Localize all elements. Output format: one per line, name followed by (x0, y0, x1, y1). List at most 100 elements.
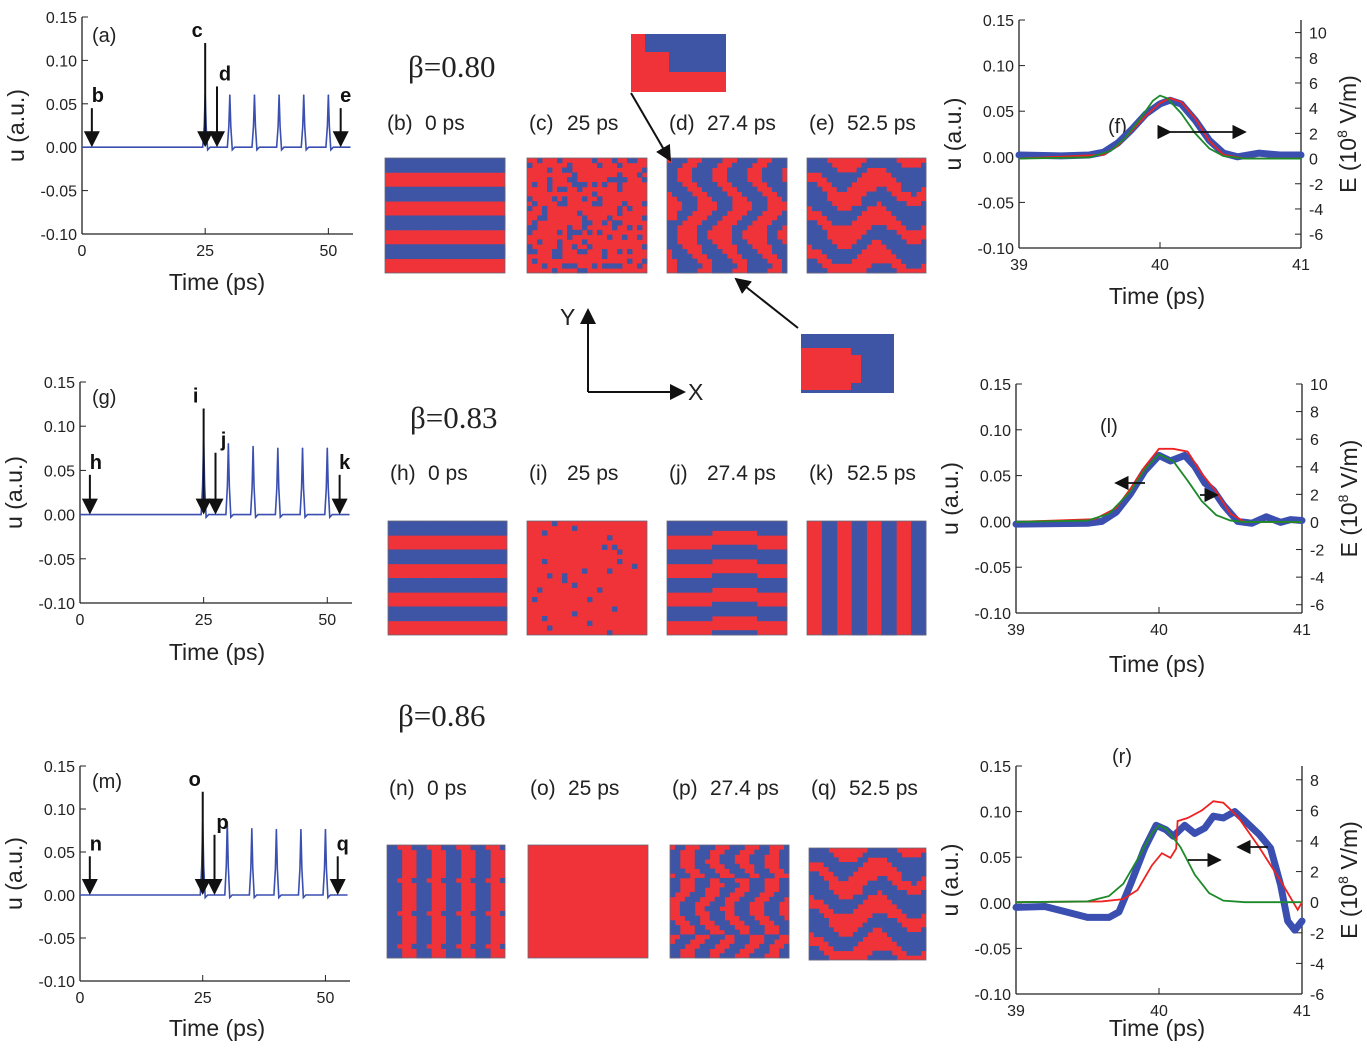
spin-down-cell (390, 220, 396, 226)
x-axis-label: Time (ps) (1109, 1015, 1205, 1041)
spin-down-cell (921, 215, 927, 221)
spin-down-cell (674, 939, 681, 945)
spin-down-cell (465, 196, 471, 202)
spin-down-cell (402, 530, 409, 536)
spin-down-cell (747, 244, 753, 250)
spin-down-cell (420, 225, 426, 231)
spin-down-cell (739, 910, 745, 917)
spin-down-cell (452, 578, 458, 584)
spin-down-cell (749, 877, 755, 884)
spin-down-cell (490, 244, 496, 250)
spin-down-cell (717, 525, 723, 531)
spin-down-cell (818, 955, 825, 961)
spin-down-cell (901, 899, 907, 905)
spin-down-cell (747, 249, 753, 255)
spin-down-cell (872, 955, 878, 961)
spin-down-cell (891, 167, 897, 173)
spin-down-cell (437, 559, 443, 565)
spin-down-cell (838, 899, 844, 905)
spin-down-cell (679, 873, 686, 879)
spin-down-cell (739, 901, 745, 907)
spin-down-cell (867, 922, 873, 928)
peak-point (226, 821, 229, 823)
spin-down-cell (537, 158, 543, 164)
spin-down-cell (774, 915, 780, 921)
spin-down-cell (480, 215, 486, 221)
spin-down-cell (684, 915, 691, 921)
spin-down-cell (836, 210, 843, 216)
spin-down-cell (455, 849, 462, 855)
spin-down-cell (672, 225, 678, 231)
spin-down-cell (881, 229, 887, 236)
spin-down-cell (485, 162, 491, 168)
spin-down-cell (699, 854, 706, 860)
spin-down-cell (747, 215, 753, 221)
spin-down-cell (707, 253, 713, 260)
spin-down-cell (749, 854, 755, 860)
spin-down-cell (422, 549, 429, 555)
marker-label-q: q (337, 833, 349, 855)
spin-down-cell (400, 225, 406, 231)
spin-down-cell (727, 521, 733, 527)
spin-down-cell (813, 890, 820, 896)
spin-down-cell (426, 896, 432, 902)
spin-down-cell (421, 920, 427, 926)
spin-down-cell (921, 927, 927, 933)
spin-down-cell (395, 196, 401, 202)
spin-down-cell (851, 592, 857, 598)
spin-down-cell (848, 899, 854, 905)
spin-down-cell (427, 578, 434, 584)
spin-down-cell (896, 862, 903, 868)
spin-down-cell (682, 205, 688, 212)
spin-down-cell (402, 525, 409, 531)
spin-down-cell (921, 582, 927, 588)
spin-down-cell (757, 578, 763, 584)
spin-down-cell (813, 918, 820, 924)
spin-down-cell (702, 244, 708, 250)
spin-down-cell (752, 210, 758, 216)
spin-down-cell (828, 932, 834, 938)
spin-down-cell (911, 521, 917, 527)
spin-down-cell (687, 578, 693, 584)
spin-down-cell (395, 253, 401, 260)
spin-down-cell (852, 899, 859, 905)
spin-down-cell (552, 521, 558, 527)
spin-down-cell (412, 606, 419, 612)
spin-down-cell (637, 263, 643, 269)
spin-down-cell (821, 535, 828, 541)
spin-down-cell (881, 196, 887, 202)
spin-down-cell (901, 890, 907, 896)
spin-down-cell (422, 578, 429, 584)
spin-down-cell (709, 934, 716, 940)
spin-down-cell (712, 601, 718, 607)
spin-down-cell (714, 920, 720, 926)
spin-down-cell (714, 915, 720, 921)
spin-down-cell (477, 559, 483, 565)
spin-down-cell (871, 268, 877, 274)
spin-down-cell (826, 582, 833, 588)
spin-down-cell (901, 167, 907, 173)
spin-down-cell (405, 186, 411, 192)
spin-down-cell (816, 201, 823, 207)
spin-down-cell (809, 848, 815, 854)
x-tick-label: 25 (194, 990, 212, 1007)
spin-down-cell (881, 630, 887, 636)
spin-down-cell (667, 521, 673, 527)
spin-down-cell (911, 866, 917, 872)
spin-down-cell (697, 229, 703, 236)
spin-down-cell (500, 244, 506, 250)
spin-down-cell (809, 918, 815, 924)
peak-point (227, 443, 230, 445)
spin-down-cell (813, 857, 820, 863)
spin-down-cell (911, 625, 917, 631)
spin-down-cell (807, 220, 813, 226)
spin-down-cell (697, 234, 703, 240)
spin-down-cell (672, 162, 678, 168)
spin-down-cell (828, 941, 834, 947)
y-right-tick-label: 0 (1310, 895, 1319, 912)
spin-down-cell (460, 253, 466, 260)
spin-down-cell (674, 845, 681, 851)
spin-down-cell (402, 582, 409, 588)
spin-down-cell (732, 167, 738, 173)
spin-down-cell (816, 205, 823, 212)
